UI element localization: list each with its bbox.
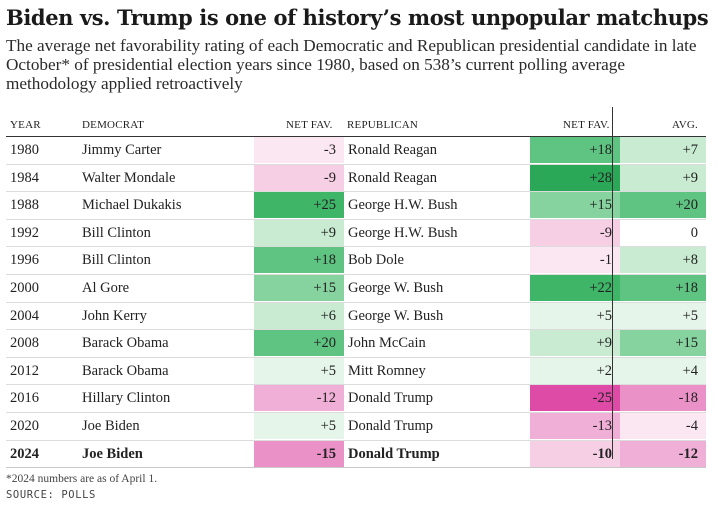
republican-name-cell: Bob Dole	[348, 252, 404, 269]
republican-name-cell: John McCain	[348, 335, 426, 352]
avg-cell: +9	[620, 164, 706, 191]
year-cell: 2012	[10, 362, 39, 379]
dem-net-fav-cell: +18	[254, 247, 344, 274]
rep-net-fav-cell: +22	[530, 274, 620, 301]
democrat-name-cell: Joe Biden	[82, 417, 140, 434]
table-row: 1984 Walter Mondale -9 Ronald Reagan +28 +9	[6, 164, 706, 193]
table-row: 2020 Joe Biden +5 Donald Trump -13 -4	[6, 412, 706, 441]
table-row: 2012 Barack Obama +5 Mitt Romney +2 +4	[6, 357, 706, 386]
year-cell: 2020	[10, 417, 39, 434]
table-row: 2016 Hillary Clinton -12 Donald Trump -25 -18	[6, 385, 706, 413]
democrat-name-cell: Joe Biden	[82, 445, 143, 462]
table-row: 2000 Al Gore +15 George W. Bush +22 +18	[6, 274, 706, 303]
republican-name-cell: George W. Bush	[348, 307, 444, 324]
header-avg: AVG.	[672, 119, 698, 131]
table-row: 1988 Michael Dukakis +25 George H.W. Bush +1…	[6, 192, 706, 220]
democrat-name-cell: Jimmy Carter	[82, 142, 162, 158]
dem-net-fav-cell: +6	[254, 302, 344, 329]
avg-column-divider	[612, 107, 613, 459]
table-row: 1980 Jimmy Carter -3 Ronald Reagan +18 +7	[6, 137, 706, 165]
rep-net-fav-cell: +28	[530, 164, 620, 191]
header-democrat: DEMOCRAT	[82, 119, 145, 131]
avg-cell: +7	[620, 137, 706, 163]
favorability-table: YEAR DEMOCRAT NET FAV. REPUBLICAN NET FA…	[6, 114, 706, 469]
rep-net-fav-cell: -1	[530, 247, 620, 274]
source-credit: SOURCE: POLLS	[6, 489, 96, 501]
rep-net-fav-cell: -10	[530, 440, 620, 467]
year-cell: 1992	[10, 224, 39, 241]
year-cell: 1988	[10, 197, 39, 214]
year-cell: 2016	[10, 390, 39, 407]
rep-net-fav-cell: -13	[530, 412, 620, 439]
dem-net-fav-cell: -15	[254, 440, 344, 467]
democrat-name-cell: Michael Dukakis	[82, 197, 182, 214]
dem-net-fav-cell: +20	[254, 330, 344, 357]
chart-title: Biden vs. Trump is one of history’s most…	[6, 5, 709, 30]
dem-net-fav-cell: -12	[254, 385, 344, 412]
rep-net-fav-cell: +15	[530, 192, 620, 219]
dem-net-fav-cell: -3	[254, 137, 344, 163]
rep-net-fav-cell: -9	[530, 219, 620, 246]
table-row: 1992 Bill Clinton +9 George H.W. Bush -9 0	[6, 219, 706, 248]
table-row: 1996 Bill Clinton +18 Bob Dole -1 +8	[6, 247, 706, 275]
republican-name-cell: Ronald Reagan	[348, 169, 437, 186]
avg-cell: +18	[620, 274, 706, 301]
year-cell: 2000	[10, 279, 39, 296]
republican-name-cell: George H.W. Bush	[348, 224, 458, 241]
dem-net-fav-cell: +5	[254, 412, 344, 439]
avg-cell: -18	[620, 385, 706, 412]
avg-cell: +20	[620, 192, 706, 219]
dem-net-fav-cell: -9	[254, 164, 344, 191]
year-cell: 2024	[10, 445, 39, 462]
avg-cell: +4	[620, 357, 706, 384]
rep-net-fav-cell: +9	[530, 330, 620, 357]
rep-net-fav-cell: +2	[530, 357, 620, 384]
year-cell: 2008	[10, 335, 39, 352]
avg-cell: -4	[620, 412, 706, 439]
header-republican: REPUBLICAN	[347, 119, 419, 131]
footnote: *2024 numbers are as of April 1.	[6, 473, 158, 485]
dem-net-fav-cell: +15	[254, 274, 344, 301]
republican-name-cell: Donald Trump	[348, 390, 434, 407]
table-row: 2024 Joe Biden -15 Donald Trump -10 -12	[6, 440, 706, 469]
republican-name-cell: George H.W. Bush	[348, 197, 458, 214]
republican-name-cell: Donald Trump	[348, 445, 440, 462]
rep-net-fav-cell: +18	[530, 137, 620, 163]
republican-name-cell: George W. Bush	[348, 279, 444, 296]
democrat-name-cell: Al Gore	[82, 279, 130, 296]
republican-name-cell: Mitt Romney	[348, 362, 426, 379]
year-cell: 1996	[10, 252, 39, 269]
dem-net-fav-cell: +25	[254, 192, 344, 219]
dem-net-fav-cell: +9	[254, 219, 344, 246]
republican-name-cell: Ronald Reagan	[348, 142, 437, 158]
table-row: 2004 John Kerry +6 George W. Bush +5 +5	[6, 302, 706, 331]
avg-cell: -12	[620, 440, 706, 467]
democrat-name-cell: Walter Mondale	[82, 169, 176, 186]
democrat-name-cell: Bill Clinton	[82, 252, 151, 269]
chart-subtitle: The average net favorability rating of e…	[6, 36, 697, 93]
republican-name-cell: Donald Trump	[348, 417, 434, 434]
table-body: 1980 Jimmy Carter -3 Ronald Reagan +18 +7 1984…	[6, 137, 706, 469]
avg-cell: 0	[620, 219, 706, 246]
democrat-name-cell: Barack Obama	[82, 362, 169, 379]
header-dem-net-fav: NET FAV.	[286, 119, 333, 131]
avg-cell: +8	[620, 247, 706, 274]
democrat-name-cell: Barack Obama	[82, 335, 169, 352]
table-header-row: YEAR DEMOCRAT NET FAV. REPUBLICAN NET FA…	[6, 114, 706, 137]
header-rep-net-fav: NET FAV.	[563, 119, 610, 131]
table-row: 2008 Barack Obama +20 John McCain +9 +15	[6, 330, 706, 358]
democrat-name-cell: John Kerry	[82, 307, 147, 324]
header-year: YEAR	[10, 119, 41, 131]
year-cell: 2004	[10, 307, 39, 324]
year-cell: 1980	[10, 142, 39, 158]
democrat-name-cell: Bill Clinton	[82, 224, 151, 241]
year-cell: 1984	[10, 169, 39, 186]
rep-net-fav-cell: +5	[530, 302, 620, 329]
rep-net-fav-cell: -25	[530, 385, 620, 412]
dem-net-fav-cell: +5	[254, 357, 344, 384]
democrat-name-cell: Hillary Clinton	[82, 390, 171, 407]
avg-cell: +15	[620, 330, 706, 357]
avg-cell: +5	[620, 302, 706, 329]
